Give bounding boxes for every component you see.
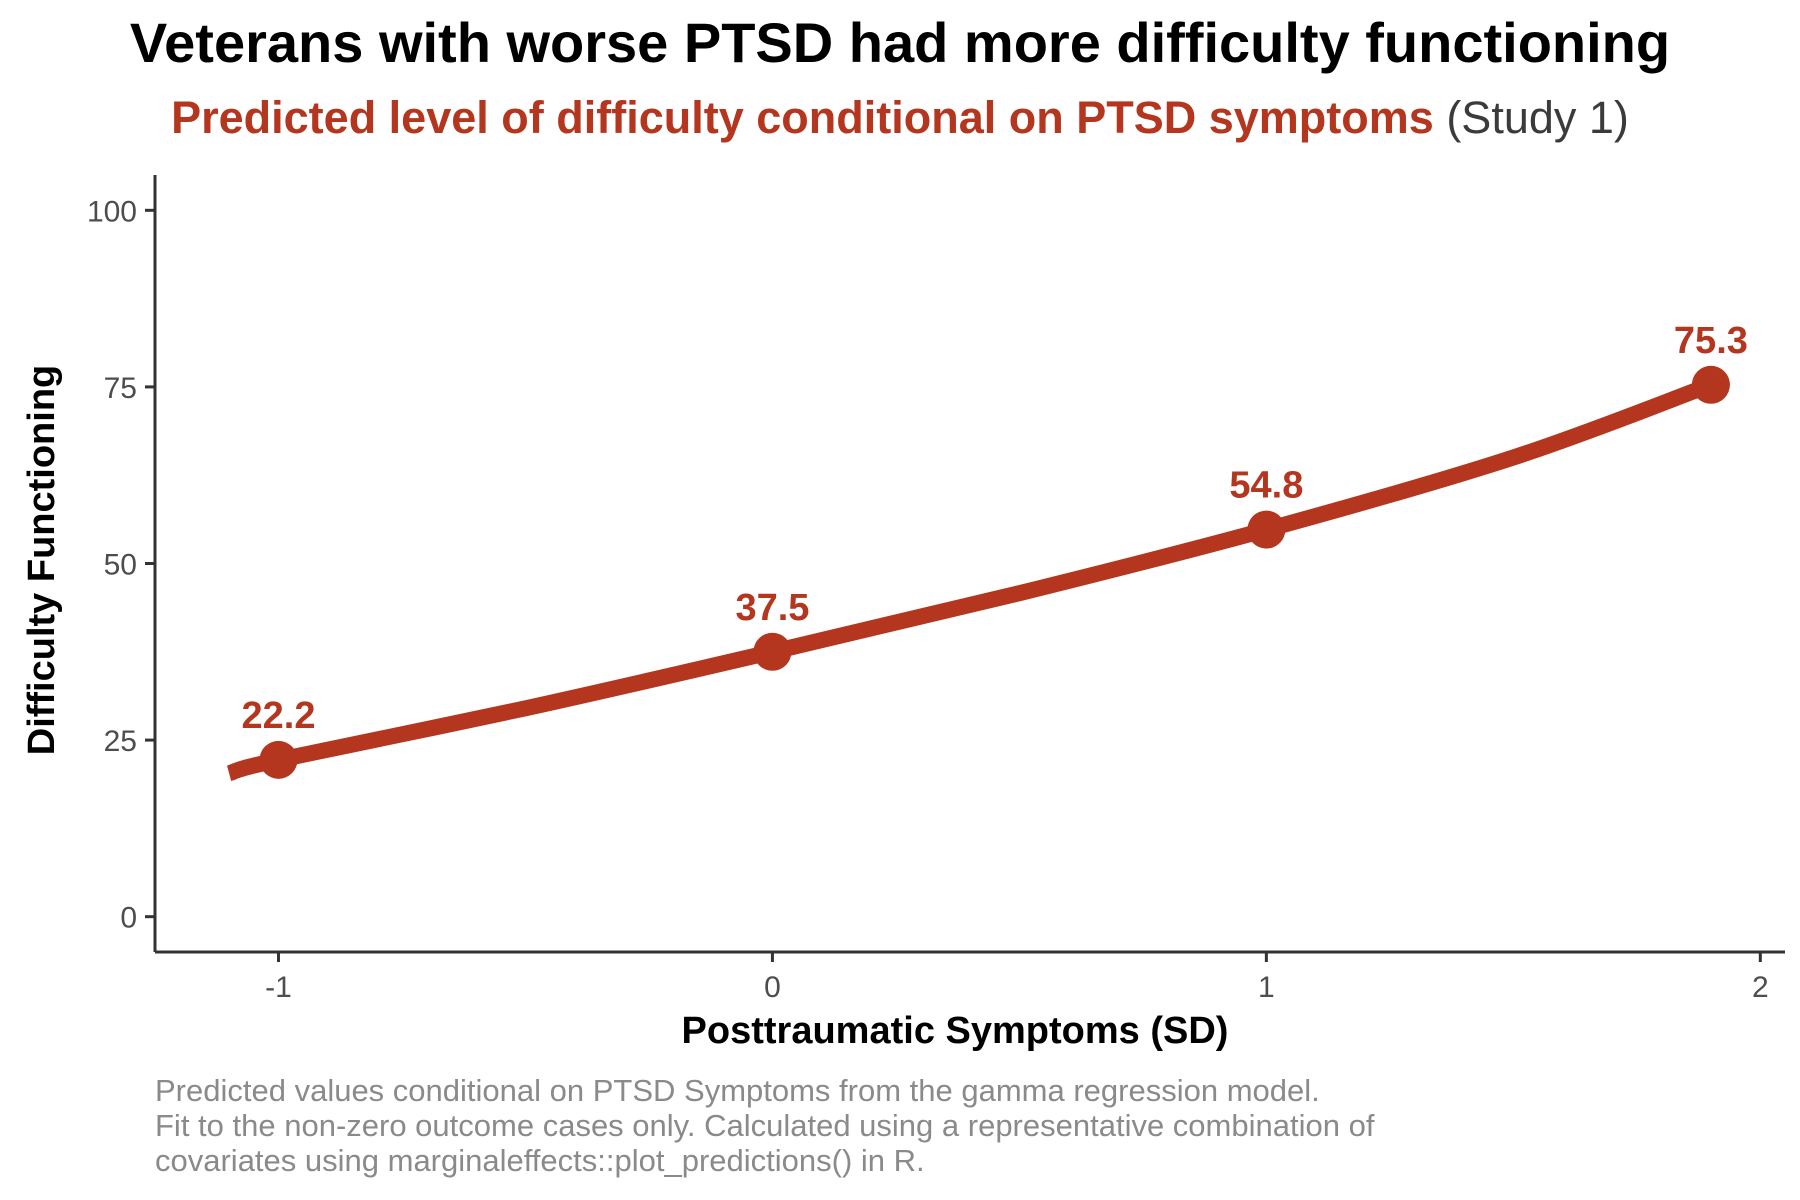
data-point [259,740,298,779]
subtitle-main: Predicted level of difficulty conditiona… [171,92,1434,143]
x-tick-label: -1 [265,971,292,1004]
caption-line: Fit to the non-zero outcome cases only. … [155,1108,1375,1143]
y-axis-label: Difficulty Functioning [21,365,63,756]
plot-area: 22.2 37.5 54.8 75.3 [226,320,1748,782]
x-tick-label: 1 [1258,971,1275,1004]
y-tick-label: 75 [104,372,137,405]
chart-caption: Predicted values conditional on PTSD Sym… [155,1073,1755,1178]
x-axis-label: Posttraumatic Symptoms (SD) [682,1010,1229,1052]
data-point [1247,510,1286,549]
y-tick-label: 25 [104,725,137,758]
data-label: 75.3 [1674,320,1748,362]
data-label: 22.2 [242,695,316,737]
y-tick-label: 0 [120,902,137,935]
axes: 0 25 50 75 100 -1 0 1 2 [87,175,1785,1004]
x-tick-label: 2 [1752,971,1769,1004]
data-point [753,632,792,671]
prediction-line [226,377,1714,782]
subtitle-suffix: (Study 1) [1446,92,1629,143]
x-tick-label: 0 [764,971,781,1004]
chart-title: Veterans with worse PTSD had more diffic… [129,11,1671,74]
caption-line: Predicted values conditional on PTSD Sym… [155,1073,1320,1108]
y-tick-label: 100 [87,195,137,228]
data-label: 37.5 [735,587,809,629]
data-label: 54.8 [1229,465,1303,507]
y-tick-label: 50 [104,549,137,582]
caption-line: covariates using marginaleffects::plot_p… [155,1143,925,1178]
chart-subtitle: Predicted level of difficulty conditiona… [0,92,1800,144]
data-point [1691,365,1730,404]
